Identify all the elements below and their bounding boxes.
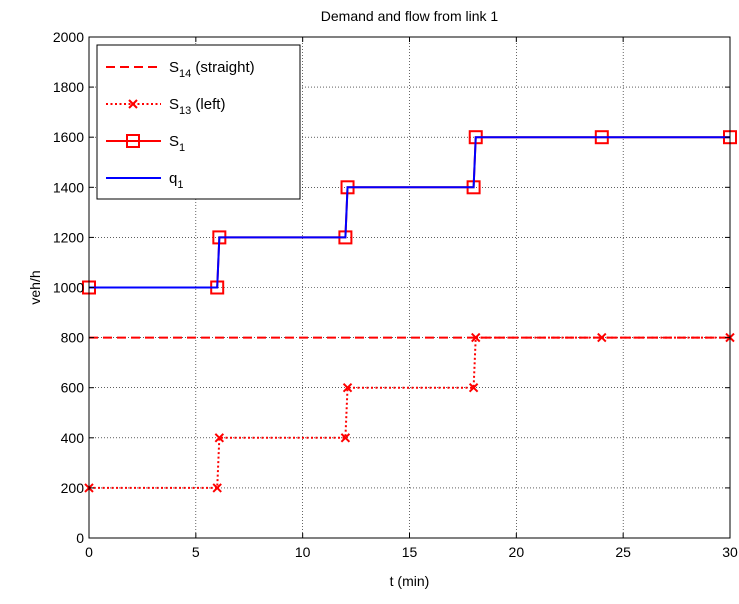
x-tick-label: 30	[722, 544, 738, 560]
x-tick-label: 15	[402, 544, 418, 560]
series-s13	[84, 332, 735, 493]
x-axis-label: t (min)	[390, 573, 430, 589]
marker-stroke	[340, 433, 351, 443]
legend-entry: S1	[106, 133, 185, 154]
y-tick-label: 1400	[53, 179, 84, 195]
y-tick-label: 2000	[53, 29, 84, 45]
legend-label: q1	[169, 170, 183, 191]
y-tick-label: 200	[61, 480, 85, 496]
y-tick-label: 0	[76, 530, 84, 546]
marker-stroke	[212, 483, 222, 493]
data-point-s13	[468, 382, 479, 393]
ticks: 0 5 10 15 20 25 30 0 200 400 600 800 1000 1200 1400 160…	[53, 29, 738, 560]
x-tick-label: 5	[192, 544, 200, 560]
legend-marker	[126, 134, 140, 148]
series-layer	[82, 130, 737, 493]
series-q1	[89, 136, 730, 289]
y-tick-label: 1600	[53, 129, 84, 145]
legend-label-subscript: 14	[179, 68, 191, 80]
legend-label-suffix: (straight)	[191, 59, 254, 76]
marker-stroke	[342, 382, 353, 393]
x-tick-label: 10	[295, 544, 311, 560]
legend-label: S13 (left)	[169, 96, 225, 117]
series-line-q1	[89, 136, 730, 289]
x-tick-label: 20	[509, 544, 525, 560]
legend-label: S1	[169, 133, 185, 154]
y-axis-label: veh/h	[27, 270, 43, 304]
y-tick-label: 1000	[53, 280, 84, 296]
y-tick-label: 400	[61, 430, 85, 446]
legend-label-subscript: 1	[179, 142, 185, 154]
legend-label-name: S	[169, 133, 179, 150]
legend-label-name: q	[169, 170, 177, 187]
legend-entry: q1	[106, 170, 183, 191]
data-point-s13	[342, 382, 353, 393]
series-line-s13	[89, 336, 730, 489]
legend-entry: S14 (straight)	[106, 59, 255, 80]
marker-stroke	[214, 433, 225, 443]
data-point-s13	[212, 483, 222, 493]
legend-box	[96, 44, 301, 200]
legend-label-suffix: (left)	[191, 96, 225, 113]
legend-entry: S13 (left)	[106, 96, 225, 117]
data-point-s13	[471, 332, 481, 343]
legend-label-name: S	[169, 96, 179, 113]
data-point-s13	[340, 433, 351, 443]
marker-stroke	[597, 332, 607, 343]
marker-stroke	[468, 382, 479, 393]
x-tick-label: 25	[615, 544, 631, 560]
y-tick-label: 600	[61, 380, 85, 396]
chart-title: Demand and flow from link 1	[321, 8, 499, 24]
y-tick-label: 1800	[53, 79, 84, 95]
data-point-s13	[214, 433, 225, 443]
legend-marker	[128, 99, 138, 109]
legend-label-subscript: 13	[179, 105, 191, 117]
y-tick-label: 800	[61, 330, 85, 346]
data-point-s13	[597, 332, 607, 343]
legend-label: S14 (straight)	[169, 59, 255, 80]
x-tick-label: 0	[85, 544, 93, 560]
y-tick-label: 1200	[53, 229, 84, 245]
marker-stroke	[128, 99, 138, 109]
marker-stroke	[471, 332, 481, 343]
legend-label-subscript: 1	[177, 179, 183, 191]
legend-label-name: S	[169, 59, 179, 76]
